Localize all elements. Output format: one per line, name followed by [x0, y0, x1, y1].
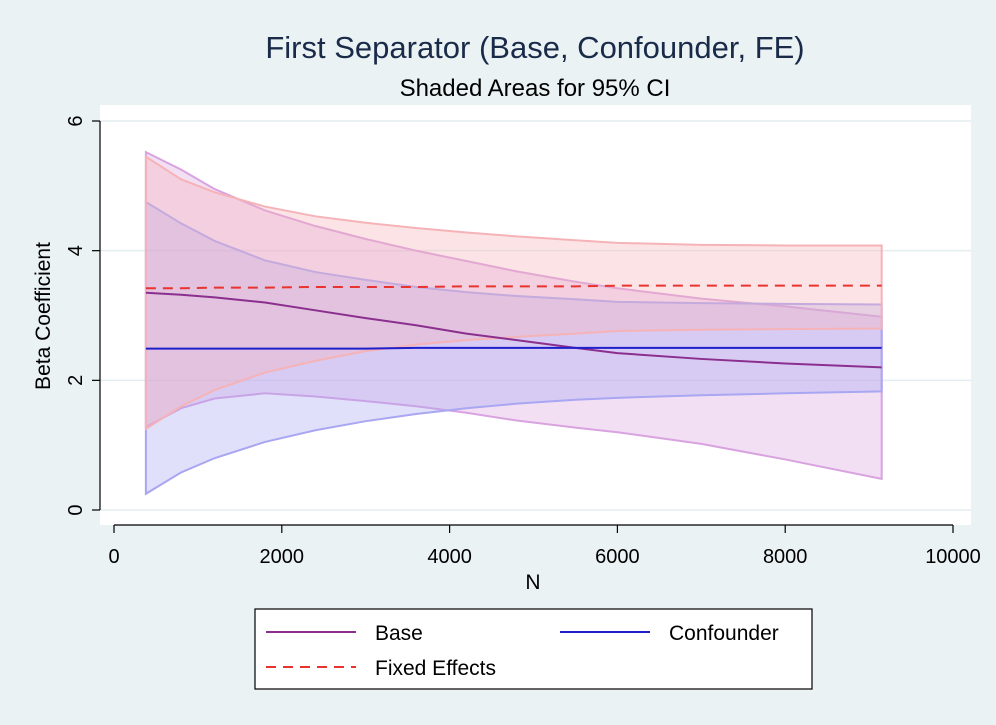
legend-label-fixed-effects: Fixed Effects: [375, 657, 496, 680]
legend-box: [254, 608, 813, 690]
base-ci-band: [144, 150, 883, 481]
y-tick-label-4: 4: [65, 245, 87, 256]
legend-label-base: Base: [375, 622, 423, 645]
base-line: [145, 291, 882, 369]
x-tick-label-6000: 6000: [595, 546, 640, 568]
axes: 0 2 4 6 0 2000 4000 6000 8000 10000: [65, 115, 981, 568]
chart-title: First Separator (Base, Confounder, FE): [265, 30, 804, 65]
x-tick-label-8000: 8000: [763, 546, 808, 568]
y-tick-label-0: 0: [65, 504, 87, 515]
confounder-line: [145, 346, 882, 350]
y-axis-title: Beta Coefficient: [32, 242, 55, 390]
series-lines: [145, 284, 882, 369]
legend-label-confounder: Confounder: [669, 622, 779, 645]
legend: Base Confounder Fixed Effects: [254, 608, 813, 690]
fixed-effects-line: [145, 284, 882, 290]
x-tick-label-0: 0: [108, 546, 119, 568]
x-tick-label-10000: 10000: [925, 546, 981, 568]
y-tick-label-2: 2: [65, 375, 87, 386]
x-tick-label-2000: 2000: [260, 546, 305, 568]
x-tick-label-4000: 4000: [427, 546, 472, 568]
fixed-effects-ci-band: [144, 154, 883, 431]
x-axis-title: N: [525, 571, 540, 594]
chart-subtitle: Shaded Areas for 95% CI: [400, 75, 671, 102]
plot-area: [100, 105, 971, 525]
y-tick-label-6: 6: [65, 115, 87, 126]
